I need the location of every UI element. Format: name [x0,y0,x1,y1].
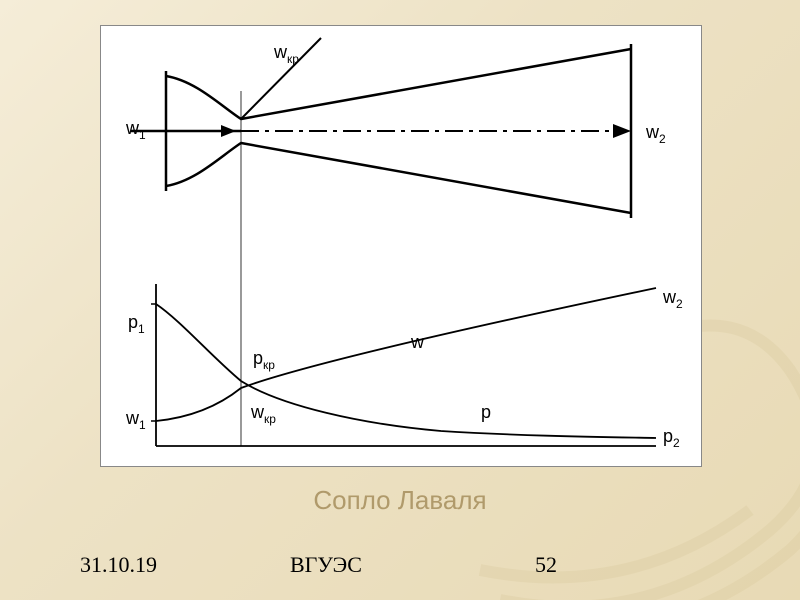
diagram-panel: w1 w2 wкр p1 w1 pкр wкр w p w2 p2 [100,25,702,467]
axis-arrowhead [613,124,631,138]
velocity-curve [156,288,656,421]
footer-page: 52 [535,552,557,578]
label-w-mid: w [410,332,425,352]
laval-nozzle-diagram: w1 w2 wкр p1 w1 pкр wкр w p w2 p2 [101,26,701,466]
label-pkr: pкр [253,348,275,372]
label-wkr-bot: wкр [250,402,276,426]
footer-org: ВГУЭС [290,552,362,578]
nozzle-upper-contour [166,49,631,119]
axis-arrowhead-small [221,125,236,137]
label-p2: p2 [663,426,680,450]
caption: Сопло Лаваля [0,485,800,516]
footer: 31.10.19 ВГУЭС 52 [0,552,800,582]
label-wkr-top: wкр [273,42,299,66]
label-w1-top: w1 [125,118,146,142]
label-w2-top: w2 [645,122,666,146]
footer-date: 31.10.19 [80,552,157,578]
pressure-curve [156,304,656,438]
label-p1: p1 [128,312,145,336]
nozzle-lower-contour [166,143,631,213]
label-p-mid: p [481,402,491,422]
label-w2-bot: w2 [662,287,683,311]
label-w1-bot: w1 [125,408,146,432]
